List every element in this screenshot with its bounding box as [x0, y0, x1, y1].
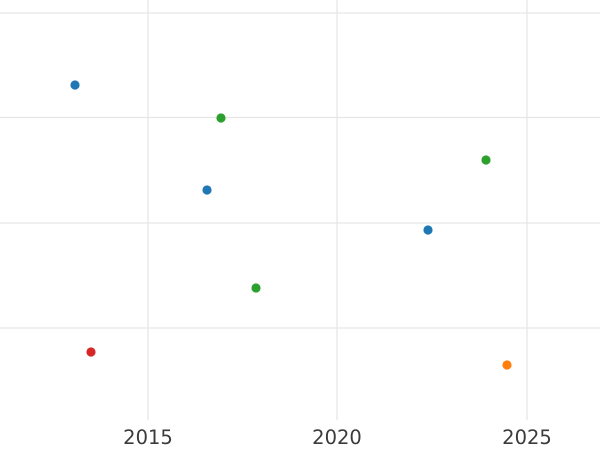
data-point-green: [251, 283, 261, 293]
x-tick-label: 2025: [502, 426, 552, 449]
data-point-green: [216, 113, 226, 123]
data-point-red: [86, 347, 96, 357]
x-tick-label: 2015: [123, 426, 173, 449]
data-point-blue: [423, 225, 433, 235]
data-point-blue: [70, 80, 80, 90]
x-tick-label: 2020: [312, 426, 362, 449]
data-point-orange: [502, 360, 512, 370]
data-point-green: [481, 155, 491, 165]
data-point-blue: [202, 185, 212, 195]
